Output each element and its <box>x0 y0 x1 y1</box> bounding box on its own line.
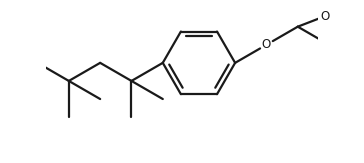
Text: O: O <box>262 38 271 51</box>
Text: O: O <box>320 10 329 23</box>
